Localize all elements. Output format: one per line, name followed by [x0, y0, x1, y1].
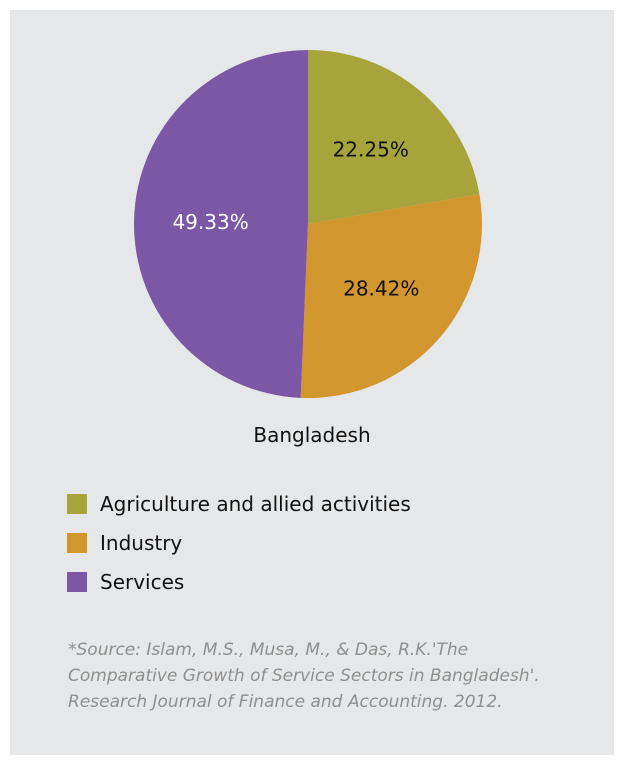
legend-swatch-services — [67, 571, 87, 592]
pie-label-services: 49.33% — [172, 210, 248, 234]
pie-chart-svg: 22.25% 28.42% 49.33% — [134, 50, 482, 399]
pie-chart: 22.25% 28.42% 49.33% — [128, 44, 488, 404]
pie-label-agriculture: 22.25% — [333, 137, 409, 161]
chart-title: Bangladesh — [253, 423, 371, 447]
pie-label-industry: 28.42% — [343, 276, 419, 300]
source-note: *Source: Islam, M.S., Musa, M., & Das, R… — [68, 640, 540, 712]
legend-label-industry: Industry — [100, 530, 183, 555]
legend: Agriculture and allied activities Indust… — [67, 484, 587, 601]
chart-panel: 22.25% 28.42% 49.33% Bangladesh Agricultur… — [10, 10, 614, 755]
legend-swatch-agriculture — [67, 493, 87, 514]
legend-swatch-industry — [67, 532, 87, 553]
legend-item-services: Services — [67, 562, 587, 601]
legend-label-agriculture: Agriculture and allied activities — [100, 491, 411, 516]
legend-item-industry: Industry — [67, 523, 587, 562]
legend-item-agriculture: Agriculture and allied activities — [67, 484, 587, 523]
pie-slice-services — [134, 50, 308, 398]
pie-slice-industry — [300, 194, 482, 399]
pie-slice-agriculture — [308, 50, 480, 224]
legend-label-services: Services — [100, 569, 185, 594]
